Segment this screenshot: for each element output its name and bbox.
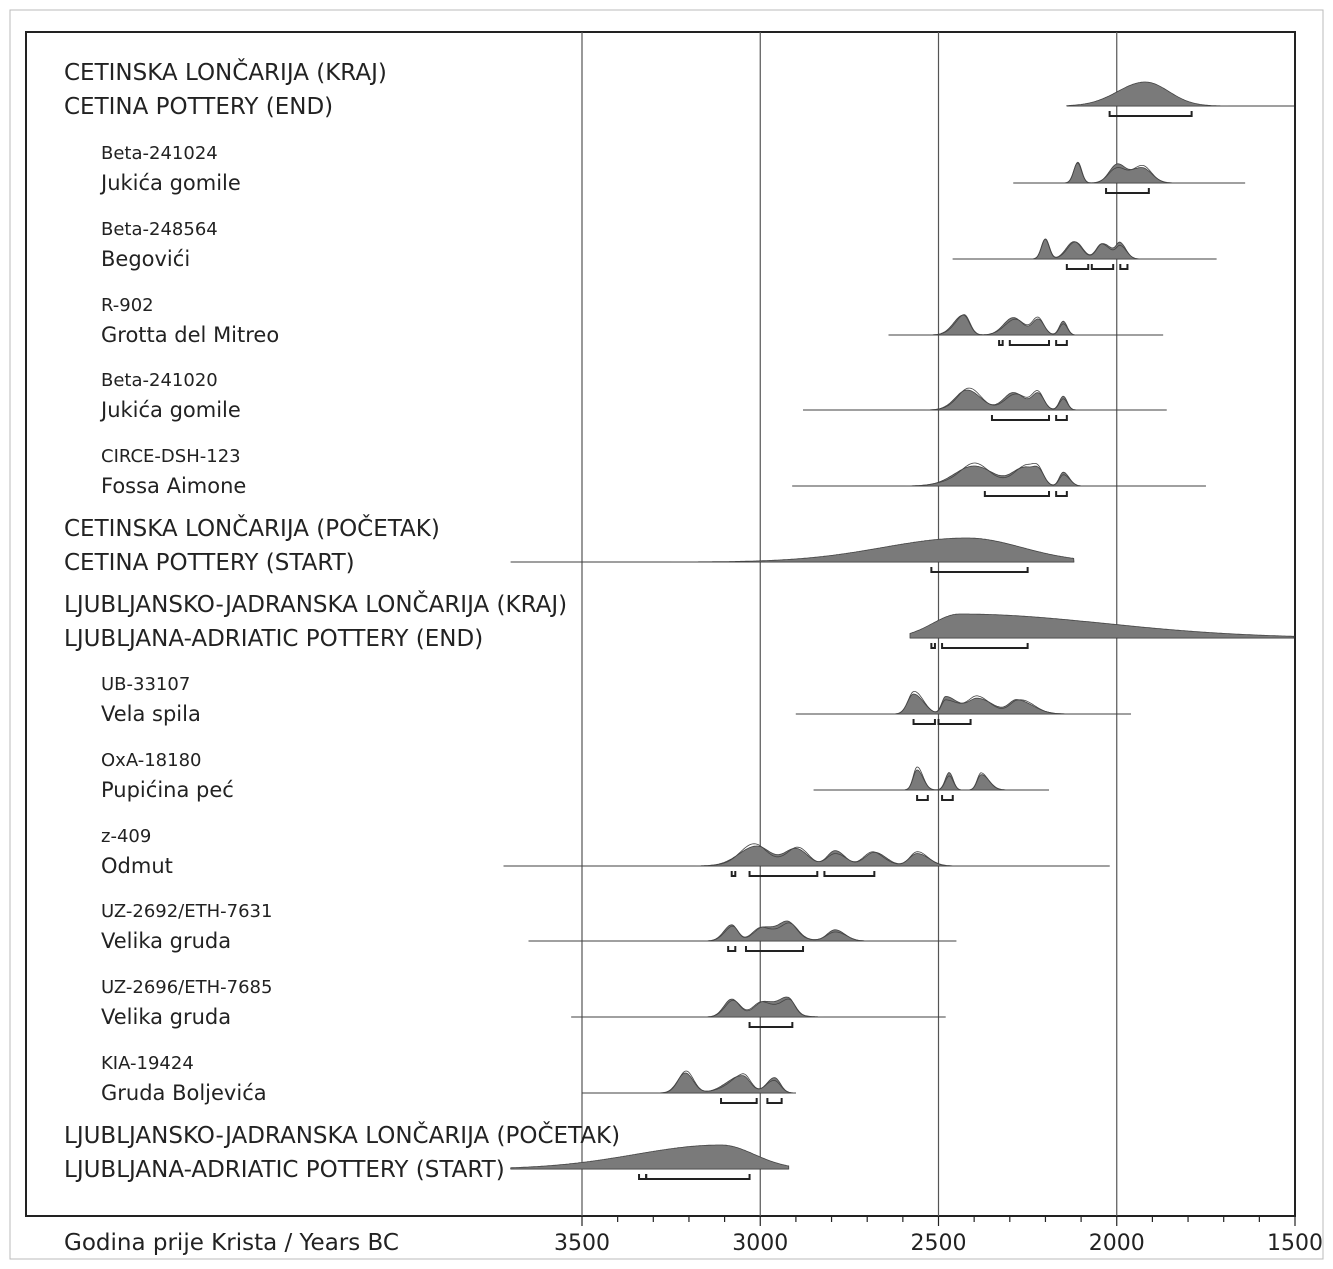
likelihood-outline <box>1013 161 1245 184</box>
range-bracket <box>930 643 936 649</box>
sample-site-label: Odmut <box>101 854 173 878</box>
range-bracket <box>1090 264 1115 270</box>
range-bracket <box>823 871 876 877</box>
likelihood-outline <box>528 922 956 942</box>
sample-site-label: Velika gruda <box>101 929 231 953</box>
sample-code-label: UB-33107 <box>101 674 190 695</box>
sample-site-label: Pupićina peć <box>101 778 234 802</box>
phase-label-line2: CETINA POTTERY (START) <box>64 550 355 576</box>
range-bracket <box>1119 264 1129 270</box>
sample-code-label: Beta-248564 <box>101 219 218 240</box>
sample-code-label: UZ-2692/ETH-7631 <box>101 901 272 922</box>
sample-code-label: OxA-18180 <box>101 750 202 771</box>
range-bracket <box>1108 111 1193 117</box>
phase-label-line2: CETINA POTTERY (END) <box>64 94 333 120</box>
tick-label-2500: 2500 <box>911 1231 967 1256</box>
range-bracket <box>720 1098 758 1104</box>
sample-site-label: Grotta del Mitreo <box>101 323 279 347</box>
sample-site-label: Jukića gomile <box>99 398 241 422</box>
sample-code-label: UZ-2696/ETH-7685 <box>101 977 272 998</box>
tick-label-2000: 2000 <box>1089 1231 1145 1256</box>
likelihood-outline <box>803 387 1166 411</box>
phase-label-line1: CETINSKA LONČARIJA (POČETAK) <box>64 514 440 542</box>
sample-code-label: z-409 <box>101 826 151 847</box>
sample-site-label: Jukića gomile <box>99 171 241 195</box>
range-bracket <box>645 1174 751 1180</box>
tick-label-1500: 1500 <box>1267 1231 1323 1256</box>
sample-code-label: Beta-241024 <box>101 143 218 164</box>
tick-label-3000: 3000 <box>732 1231 788 1256</box>
range-bracket <box>941 795 954 801</box>
range-bracket <box>727 946 737 952</box>
likelihood-outline <box>952 238 1216 260</box>
likelihood-outline <box>582 1070 796 1094</box>
range-bracket <box>930 567 1029 573</box>
distributions-layer <box>503 81 1295 1180</box>
sample-site-label: Begovići <box>101 247 190 271</box>
x-axis: 3500 3000 2500 2000 1500 <box>554 1216 1323 1256</box>
phase-label-line1: LJUBLJANSKO-JADRANSKA LONČARIJA (POČETAK… <box>64 1121 620 1149</box>
phase-label-line1: CETINSKA LONČARIJA (KRAJ) <box>64 58 387 86</box>
range-bracket <box>998 340 1004 346</box>
sample-site-label: Velika gruda <box>101 1005 231 1029</box>
range-bracket <box>1055 340 1068 346</box>
likelihood-outline <box>813 766 1049 791</box>
posterior-density <box>510 1144 790 1170</box>
sample-code-label: CIRCE-DSH-123 <box>101 446 241 467</box>
range-bracket <box>1055 491 1068 497</box>
range-bracket <box>916 795 929 801</box>
sample-site-label: Vela spila <box>101 702 201 726</box>
likelihood-outline <box>888 314 1163 336</box>
sample-code-label: R-902 <box>101 295 154 316</box>
phase-label-line2: LJUBLJANA-ADRIATIC POTTERY (START) <box>64 1157 505 1183</box>
range-bracket <box>990 415 1051 421</box>
range-bracket <box>1008 340 1051 346</box>
grid-layer <box>581 32 1118 1216</box>
posterior-density <box>510 537 1075 563</box>
sample-site-label: Fossa Aimone <box>101 474 246 498</box>
page-frame <box>9 9 1324 1260</box>
range-bracket <box>766 1098 783 1104</box>
posterior-density <box>1066 81 1294 107</box>
likelihood-outline <box>792 462 1206 487</box>
range-bracket <box>912 719 936 725</box>
posterior-density <box>909 613 1295 639</box>
likelihood-outline <box>571 998 946 1018</box>
range-bracket <box>937 719 972 725</box>
range-bracket <box>744 946 805 952</box>
x-axis-title: Godina prije Krista / Years BC <box>64 1230 399 1256</box>
phase-label-line2: LJUBLJANA-ADRIATIC POTTERY (END) <box>64 626 483 652</box>
range-bracket <box>1055 415 1068 421</box>
range-bracket <box>748 871 819 877</box>
tick-label-3500: 3500 <box>554 1231 610 1256</box>
likelihood-outline <box>503 843 1110 867</box>
sample-site-label: Gruda Boljevića <box>101 1081 267 1105</box>
likelihood-outline <box>795 691 1131 715</box>
labels-layer: CETINSKA LONČARIJA (KRAJ) CETINA POTTERY … <box>64 58 620 1183</box>
range-bracket <box>1065 264 1090 270</box>
range-bracket <box>941 643 1029 649</box>
range-bracket <box>983 491 1051 497</box>
range-bracket <box>730 871 737 877</box>
sample-code-label: Beta-241020 <box>101 370 218 391</box>
range-bracket <box>748 1022 794 1028</box>
range-bracket <box>1105 188 1150 194</box>
phase-label-line1: LJUBLJANSKO-JADRANSKA LONČARIJA (KRAJ) <box>64 590 567 618</box>
sample-code-label: KIA-19424 <box>101 1053 194 1074</box>
